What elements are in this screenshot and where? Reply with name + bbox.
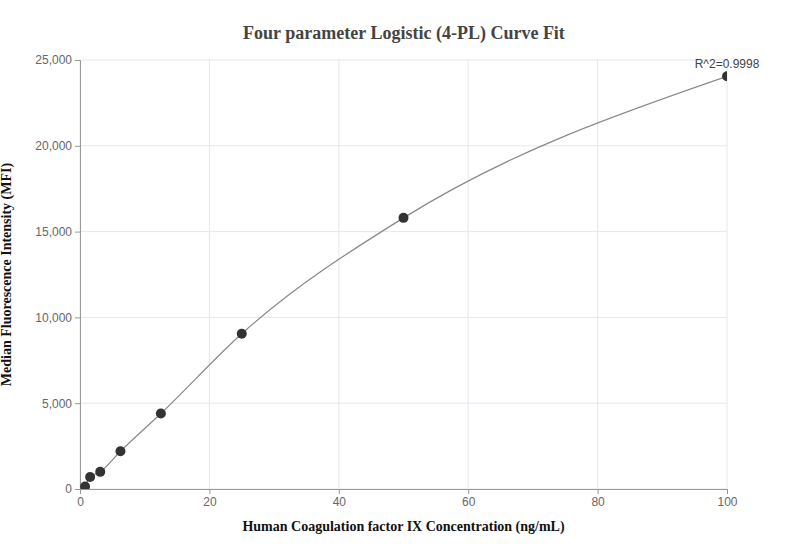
grid-line: [80, 60, 727, 61]
grid-line: [338, 60, 339, 489]
tick: 0: [65, 482, 80, 496]
tick: 20,000: [35, 139, 80, 153]
axis-line: [81, 490, 728, 495]
grid-line: [209, 60, 210, 489]
tick-label: 0: [77, 495, 84, 509]
tick-label: 60: [462, 495, 476, 509]
tick-label: 100: [717, 495, 737, 509]
point: [156, 408, 166, 418]
grid: [80, 60, 727, 489]
chart: 0 20 40 60 80 100 0 5,000 10,000 15,000 20,000 25,0…: [0, 0, 808, 560]
tick-label: 10,000: [35, 311, 72, 325]
tick-label: 80: [591, 495, 605, 509]
point: [722, 71, 727, 81]
tick-mark: [75, 403, 80, 404]
tick-mark: [75, 232, 80, 233]
tick: 100: [717, 489, 737, 509]
plot-area: [80, 71, 727, 489]
tick-label: 0: [65, 482, 72, 496]
tick: 20: [203, 489, 217, 509]
tick-label: 15,000: [35, 225, 72, 239]
tick-mark: [209, 489, 210, 494]
tick-mark: [75, 146, 80, 147]
tick-label: 25,000: [35, 53, 72, 67]
tick-label: 40: [333, 495, 347, 509]
x-axis: 0 20 40 60 80 100: [77, 489, 738, 509]
tick-mark: [468, 489, 469, 494]
tick-mark: [75, 60, 80, 61]
point: [95, 467, 105, 477]
grid-line: [727, 60, 728, 489]
tick: 5,000: [42, 397, 80, 411]
tick-mark: [75, 489, 80, 490]
tick: 40: [333, 489, 347, 509]
grid-line: [468, 60, 469, 489]
tick: 15,000: [35, 225, 80, 239]
tick-label: 20: [203, 495, 217, 509]
tick: 10,000: [35, 311, 80, 325]
grid-line: [597, 60, 598, 489]
tick: 60: [462, 489, 476, 509]
grid-line: [80, 145, 727, 146]
tick-label: 5,000: [42, 397, 72, 411]
point: [80, 481, 90, 489]
tick-mark: [75, 317, 80, 318]
tick-label: 20,000: [35, 139, 72, 153]
point: [399, 213, 409, 223]
grid-line: [80, 231, 727, 232]
x-axis-title: Human Coagulation factor IX Concentratio…: [242, 519, 564, 535]
tick-mark: [598, 489, 599, 494]
curve: [85, 76, 727, 486]
tick: 80: [591, 489, 605, 509]
axis-line: [75, 61, 81, 490]
grid-line: [80, 317, 727, 318]
grid-line: [80, 403, 727, 404]
point: [85, 472, 95, 482]
tick-mark: [727, 489, 728, 494]
title: Four parameter Logistic (4-PL) Curve Fit: [243, 23, 565, 44]
tick-mark: [339, 489, 340, 494]
point: [237, 329, 247, 339]
annotation: R^2=0.9998: [695, 57, 760, 71]
y-axis-title: Median Fluorescence Intensity (MFI): [0, 163, 15, 387]
point: [115, 446, 125, 456]
tick: 0: [77, 489, 84, 509]
y-axis: 0 5,000 10,000 15,000 20,000 25,000: [35, 53, 80, 496]
tick: 25,000: [35, 53, 80, 67]
